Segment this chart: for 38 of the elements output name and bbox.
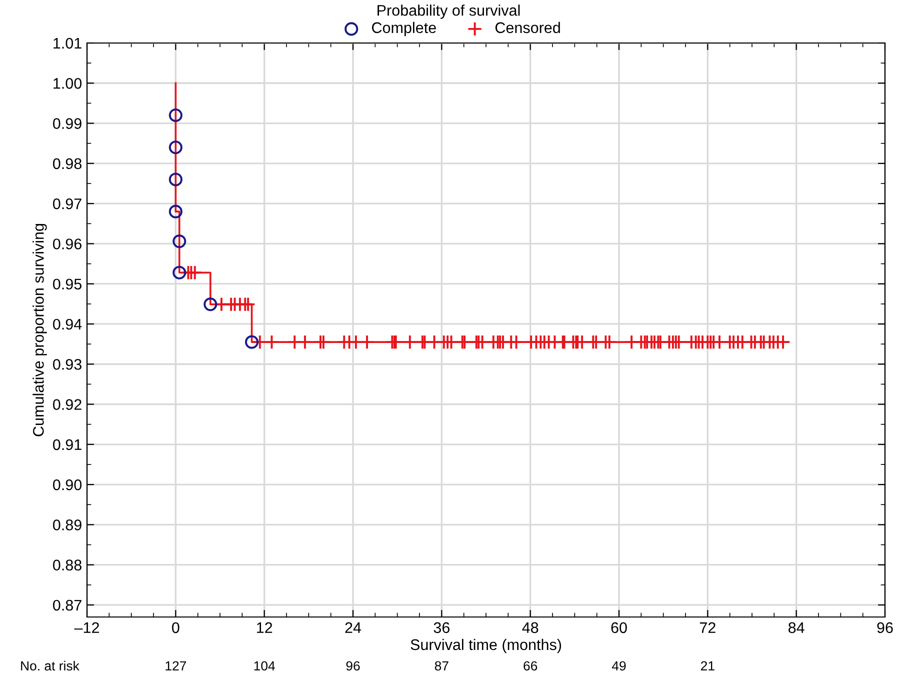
x-tick-label: 72 — [700, 622, 716, 633]
y-axis-title: Cumulative proportion surviving — [32, 224, 47, 436]
x-tick-label: –12 — [74, 622, 99, 633]
y-tick-label: 0.89 — [53, 520, 82, 530]
y-tick-label: 0.95 — [53, 278, 82, 290]
y-tick-label: 0.97 — [53, 198, 82, 210]
y-tick-label: 0.88 — [53, 560, 82, 571]
y-tick-label: 0.91 — [53, 439, 82, 450]
x-tick-label: 60 — [611, 622, 627, 634]
text: 21 — [700, 661, 714, 670]
legend-title: Probability of survival — [378, 4, 520, 19]
x-tick-label: 36 — [434, 622, 450, 634]
y-tick-label: 1.01 — [54, 38, 82, 49]
x-axis-title: Survival time (months) — [410, 638, 562, 654]
text: 66 — [524, 661, 538, 671]
text: 49 — [612, 661, 626, 671]
text: 96 — [346, 661, 360, 671]
y-tick-label: 0.98 — [53, 158, 82, 170]
legend-label: Censored — [495, 22, 560, 34]
legend-label: Complete — [372, 22, 436, 36]
text: No. at risk — [21, 660, 80, 671]
x-tick-label: 12 — [257, 622, 272, 633]
text: 87 — [434, 661, 448, 671]
x-tick-label: 84 — [788, 622, 804, 634]
y-tick-label: 1.00 — [54, 78, 82, 89]
y-tick-label: 0.94 — [53, 318, 82, 330]
y-tick-label: 0.93 — [53, 358, 82, 370]
y-tick-label: 0.87 — [53, 600, 82, 611]
y-tick-label: 0.90 — [53, 479, 82, 490]
text: 127 — [166, 661, 186, 670]
y-tick-label: 0.99 — [53, 118, 82, 129]
y-tick-label: 0.96 — [53, 238, 82, 250]
x-tick-label: 48 — [522, 622, 538, 634]
y-tick-label: 0.92 — [53, 399, 82, 410]
text: 104 — [254, 661, 275, 671]
x-tick-label: 24 — [345, 622, 362, 633]
x-tick-label: 96 — [877, 622, 893, 634]
x-tick-label: 0 — [172, 622, 180, 634]
